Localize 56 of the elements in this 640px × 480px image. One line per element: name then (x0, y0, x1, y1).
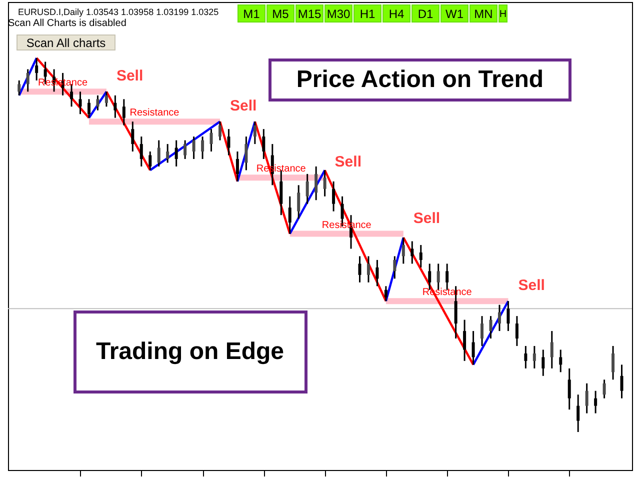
candlestick (506, 300, 510, 332)
text: Scan All charts (26, 36, 106, 50)
candlestick (576, 394, 580, 433)
candlestick (366, 255, 370, 284)
candlestick (358, 255, 362, 284)
text: D1 (418, 7, 434, 21)
candlestick (262, 128, 266, 160)
annotation: Sell (413, 210, 440, 227)
candlestick (131, 120, 134, 152)
text: W1 (446, 7, 464, 21)
candlestick (489, 315, 492, 340)
text: H4 (388, 7, 404, 21)
text: MN (474, 7, 493, 21)
candlestick (419, 244, 422, 268)
candlestick (376, 259, 379, 287)
text: M30 (326, 7, 350, 21)
candlestick (594, 390, 598, 414)
annotation: Trading on Edge (96, 338, 284, 365)
annotation: Resistance (130, 108, 180, 119)
text: M1 (243, 7, 260, 21)
chart-title: Price Action on Trend (296, 66, 544, 93)
candlestick (140, 136, 143, 168)
candlestick (114, 94, 117, 119)
candlestick (122, 98, 126, 126)
candlestick (568, 368, 571, 410)
text: H1 (360, 7, 376, 21)
candlestick (532, 345, 536, 370)
candlestick (524, 345, 528, 370)
candlestick (620, 364, 624, 400)
candlestick (612, 345, 615, 380)
candlestick (559, 348, 562, 373)
candlestick (542, 348, 545, 377)
text: Scan All Charts is disabled (8, 18, 126, 29)
candlestick (227, 128, 230, 156)
candlestick (472, 330, 475, 366)
text: H (499, 9, 507, 20)
candlestick (498, 304, 501, 332)
candlestick (78, 90, 82, 115)
candlestick (18, 80, 21, 96)
candlestick (585, 382, 588, 414)
annotation: Sell (518, 277, 545, 294)
text: M5 (272, 7, 290, 21)
candlestick (550, 330, 554, 370)
text: EURUSD.I,Daily 1.03543 1.03958 1.03199 1.0325 (18, 7, 219, 17)
candlestick (332, 180, 336, 212)
candlestick (35, 57, 38, 82)
candlestick (410, 240, 414, 264)
candlestick (26, 68, 30, 92)
candlestick (515, 315, 518, 347)
candlestick (480, 315, 484, 347)
annotation: Sell (116, 68, 144, 85)
annotation: Sell (230, 98, 257, 115)
annotation: Sell (334, 154, 362, 171)
candlestick (602, 378, 606, 400)
text: M15 (298, 7, 322, 21)
candlestick (463, 319, 466, 362)
